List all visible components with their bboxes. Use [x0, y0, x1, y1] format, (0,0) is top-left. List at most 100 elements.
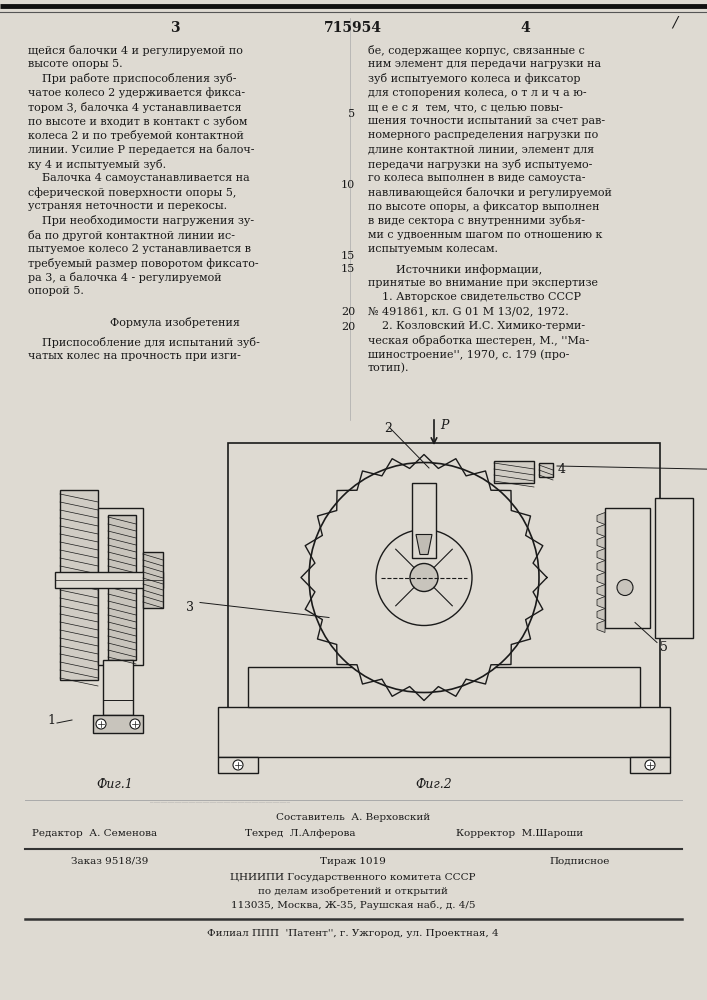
Text: 3: 3	[186, 601, 194, 614]
Text: номерного распределения нагрузки по: номерного распределения нагрузки по	[368, 130, 598, 140]
Text: 10: 10	[341, 180, 355, 190]
Polygon shape	[597, 596, 605, 608]
Text: го колеса выполнен в виде самоуста-: го колеса выполнен в виде самоуста-	[368, 173, 585, 183]
Bar	[248, 667, 640, 707]
Bar	[228, 443, 660, 752]
Text: передачи нагрузки на зуб испытуемо-: передачи нагрузки на зуб испытуемо-	[368, 159, 592, 170]
Bar	[143, 552, 163, 608]
Polygon shape	[597, 572, 605, 584]
Bar	[218, 757, 258, 773]
Text: Источники информации,: Источники информации,	[368, 264, 542, 275]
Bar	[108, 515, 136, 660]
Bar	[630, 757, 670, 773]
Text: тотип).: тотип).	[368, 363, 409, 374]
Text: ________________________________________: ________________________________________	[150, 795, 290, 803]
Text: 5: 5	[660, 641, 668, 654]
Text: ЦНИИПИ Государственного комитета СССР: ЦНИИПИ Государственного комитета СССР	[230, 873, 476, 882]
Text: шиностроение'', 1970, с. 179 (про-: шиностроение'', 1970, с. 179 (про-	[368, 349, 569, 360]
Text: Техред  Л.Алферова: Техред Л.Алферова	[245, 829, 355, 838]
Text: 5: 5	[348, 109, 355, 119]
Text: ба по другой контактной линии ис-: ба по другой контактной линии ис-	[28, 230, 235, 241]
Circle shape	[376, 530, 472, 626]
Text: 113035, Москва, Ж-35, Раушская наб., д. 4/5: 113035, Москва, Ж-35, Раушская наб., д. …	[230, 901, 475, 910]
Text: Редактор  А. Семенова: Редактор А. Семенова	[33, 829, 158, 838]
Polygon shape	[597, 608, 605, 620]
Text: 20: 20	[341, 322, 355, 332]
Polygon shape	[597, 512, 605, 524]
Text: Корректор  М.Шароши: Корректор М.Шароши	[457, 829, 583, 838]
Polygon shape	[597, 548, 605, 560]
Text: по высоте опоры, а фиксатор выполнен: по высоте опоры, а фиксатор выполнен	[368, 201, 600, 212]
Text: в виде сектора с внутренними зубья-: в виде сектора с внутренними зубья-	[368, 215, 585, 226]
Text: При необходимости нагружения зу-: При необходимости нагружения зу-	[28, 215, 254, 226]
Text: ним элемент для передачи нагрузки на: ним элемент для передачи нагрузки на	[368, 59, 601, 69]
Text: тором 3, балочка 4 устанавливается: тором 3, балочка 4 устанавливается	[28, 102, 242, 113]
Polygon shape	[597, 620, 605, 633]
Text: Приспособление для испытаний зуб-: Приспособление для испытаний зуб-	[28, 337, 260, 348]
Text: /: /	[672, 15, 677, 29]
Text: 15: 15	[341, 251, 355, 261]
Text: Балочка 4 самоустанавливается на: Балочка 4 самоустанавливается на	[28, 173, 250, 183]
Text: шения точности испытаний за счет рав-: шения точности испытаний за счет рав-	[368, 116, 605, 126]
Text: бе, содержащее корпус, связанные с: бе, содержащее корпус, связанные с	[368, 45, 585, 56]
Circle shape	[233, 760, 243, 770]
Text: Формула изобретения: Формула изобретения	[110, 317, 240, 328]
Circle shape	[309, 462, 539, 692]
Polygon shape	[597, 524, 605, 536]
Circle shape	[617, 580, 633, 595]
Text: ку 4 и испытуемый зуб.: ку 4 и испытуемый зуб.	[28, 159, 166, 170]
Text: испытуемым колесам.: испытуемым колесам.	[368, 244, 498, 254]
Text: 3: 3	[170, 21, 180, 35]
Text: 4: 4	[558, 463, 566, 476]
Text: ческая обработка шестерен, М., ''Ма-: ческая обработка шестерен, М., ''Ма-	[368, 335, 589, 346]
Text: щ е е с я  тем, что, с целью повы-: щ е е с я тем, что, с целью повы-	[368, 102, 563, 112]
Text: по высоте и входит в контакт с зубом: по высоте и входит в контакт с зубом	[28, 116, 247, 127]
Text: опорой 5.: опорой 5.	[28, 286, 84, 296]
Bar	[605, 508, 650, 628]
Circle shape	[96, 719, 106, 729]
Text: 20: 20	[341, 307, 355, 317]
Text: P: P	[440, 419, 448, 432]
Text: линии. Усилие Р передается на балоч-: линии. Усилие Р передается на балоч-	[28, 144, 255, 155]
Text: 1: 1	[47, 714, 55, 726]
Text: Тираж 1019: Тираж 1019	[320, 857, 386, 866]
Text: ми с удвоенным шагом по отношению к: ми с удвоенным шагом по отношению к	[368, 230, 602, 240]
Text: 2. Козловский И.С. Химико-терми-: 2. Козловский И.С. Химико-терми-	[368, 321, 585, 331]
Text: чатое колесо 2 удерживается фикса-: чатое колесо 2 удерживается фикса-	[28, 88, 245, 98]
Polygon shape	[597, 536, 605, 548]
Text: Фиг.2: Фиг.2	[416, 778, 452, 791]
Polygon shape	[597, 584, 605, 596]
Text: 715954: 715954	[324, 21, 382, 35]
Text: чатых колес на прочность при изги-: чатых колес на прочность при изги-	[28, 351, 241, 361]
Text: длине контактной линии, элемент для: длине контактной линии, элемент для	[368, 144, 594, 154]
Text: 15: 15	[341, 264, 355, 274]
Polygon shape	[416, 534, 432, 554]
Bar	[93, 715, 143, 733]
Circle shape	[645, 760, 655, 770]
Text: сферической поверхности опоры 5,: сферической поверхности опоры 5,	[28, 187, 236, 198]
Bar	[539, 463, 553, 477]
Text: высоте опоры 5.: высоте опоры 5.	[28, 59, 122, 69]
Text: колеса 2 и по требуемой контактной: колеса 2 и по требуемой контактной	[28, 130, 244, 141]
Text: щейся балочки 4 и регулируемой по: щейся балочки 4 и регулируемой по	[28, 45, 243, 56]
Bar	[60, 490, 98, 680]
Text: 4: 4	[520, 21, 530, 35]
Bar	[55, 572, 163, 588]
Bar	[494, 461, 534, 483]
Text: Составитель  А. Верховский: Составитель А. Верховский	[276, 813, 430, 822]
Text: № 491861, кл. G 01 M 13/02, 1972.: № 491861, кл. G 01 M 13/02, 1972.	[368, 307, 568, 317]
Text: принятые во внимание при экспертизе: принятые во внимание при экспертизе	[368, 278, 598, 288]
Circle shape	[410, 564, 438, 591]
Bar	[98, 508, 143, 665]
Text: по делам изобретений и открытий: по делам изобретений и открытий	[258, 887, 448, 896]
Text: Подписное: Подписное	[550, 857, 610, 866]
Bar	[412, 483, 436, 558]
Text: 2: 2	[384, 422, 392, 435]
Circle shape	[130, 719, 140, 729]
Text: Фиг.1: Фиг.1	[97, 778, 134, 791]
Bar	[655, 497, 693, 638]
Text: Заказ 9518/39: Заказ 9518/39	[71, 857, 148, 866]
Text: требуемый размер поворотом фиксато-: требуемый размер поворотом фиксато-	[28, 258, 259, 269]
Text: для стопорения колеса, о т л и ч а ю-: для стопорения колеса, о т л и ч а ю-	[368, 88, 587, 98]
Bar	[103, 660, 133, 715]
